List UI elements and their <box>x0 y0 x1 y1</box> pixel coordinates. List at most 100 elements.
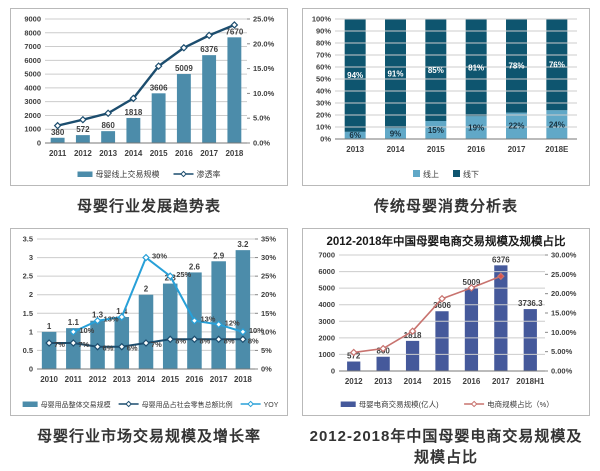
svg-text:母婴用品占社会零售总额比例: 母婴用品占社会零售总额比例 <box>142 400 233 409</box>
svg-text:3000: 3000 <box>24 97 41 106</box>
svg-text:3606: 3606 <box>433 301 451 310</box>
svg-text:2016: 2016 <box>186 375 204 384</box>
svg-text:40%: 40% <box>316 87 331 96</box>
svg-text:8%: 8% <box>224 336 235 345</box>
svg-text:1.3: 1.3 <box>92 311 104 320</box>
svg-text:2014: 2014 <box>124 149 142 158</box>
svg-text:2015: 2015 <box>150 149 168 158</box>
svg-text:1000: 1000 <box>24 125 41 134</box>
svg-text:8%: 8% <box>248 336 259 345</box>
svg-text:2012: 2012 <box>345 377 363 386</box>
svg-text:2000: 2000 <box>24 111 41 120</box>
svg-text:2.9: 2.9 <box>213 251 225 260</box>
svg-text:5%: 5% <box>261 346 272 355</box>
svg-text:1.4: 1.4 <box>116 307 128 316</box>
svg-text:70%: 70% <box>316 51 331 60</box>
svg-text:1818: 1818 <box>124 108 142 117</box>
svg-text:5.00%: 5.00% <box>551 347 573 356</box>
svg-text:2015: 2015 <box>427 145 445 154</box>
traditional-consumption-caption: 传统母婴消费分析表 <box>373 198 518 215</box>
svg-text:0.5: 0.5 <box>23 346 33 355</box>
svg-text:10%: 10% <box>249 326 264 335</box>
svg-text:30%: 30% <box>152 252 167 261</box>
svg-text:3.2: 3.2 <box>237 240 249 249</box>
svg-text:80%: 80% <box>316 39 331 48</box>
svg-text:0: 0 <box>37 139 41 148</box>
svg-text:100%: 100% <box>312 15 332 24</box>
svg-text:7%: 7% <box>54 340 65 349</box>
svg-text:6000: 6000 <box>24 56 41 65</box>
svg-text:2017: 2017 <box>210 375 228 384</box>
traditional-consumption-chart: 0% 10% 20% 30% 40% 50% 60% 70% 80% 90% 100% 6% 94% 9%… <box>302 8 590 186</box>
svg-text:0%: 0% <box>261 365 272 374</box>
svg-text:2012: 2012 <box>74 149 92 158</box>
industry-trend-chart: 0 1000 2000 3000 4000 5000 6000 7000 8000 9000 380… <box>10 8 288 186</box>
svg-text:78%: 78% <box>508 62 524 71</box>
svg-text:5.0%: 5.0% <box>253 114 270 123</box>
svg-text:8%: 8% <box>175 336 186 345</box>
svg-text:13%: 13% <box>200 315 215 324</box>
svg-text:15%: 15% <box>428 126 444 135</box>
svg-text:0%: 0% <box>320 135 331 144</box>
svg-text:15.00%: 15.00% <box>551 309 577 318</box>
svg-text:2018E: 2018E <box>545 145 569 154</box>
svg-text:1: 1 <box>29 327 33 336</box>
svg-text:15%: 15% <box>261 309 276 318</box>
svg-text:8%: 8% <box>199 336 210 345</box>
svg-text:1: 1 <box>47 322 52 331</box>
svg-text:0: 0 <box>29 365 33 374</box>
svg-text:1.1: 1.1 <box>68 318 80 327</box>
svg-text:5000: 5000 <box>24 70 41 79</box>
ecommerce-scale-caption: 2012-2018年中国母婴电商交易规模及规模占比 <box>309 428 583 466</box>
svg-text:2018: 2018 <box>234 375 252 384</box>
svg-text:3606: 3606 <box>150 83 168 92</box>
svg-text:线上: 线上 <box>423 169 439 179</box>
svg-text:母婴线上交易规模: 母婴线上交易规模 <box>96 169 160 179</box>
panel-traditional-consumption: 0% 10% 20% 30% 40% 50% 60% 70% 80% 90% 100% 6% 94% 9%… <box>302 8 590 216</box>
svg-text:20%: 20% <box>261 290 276 299</box>
svg-text:2013: 2013 <box>99 149 117 158</box>
svg-text:6%: 6% <box>103 344 114 353</box>
svg-text:2016: 2016 <box>463 377 481 386</box>
svg-text:6000: 6000 <box>318 267 335 276</box>
market-scale-growth-chart: 00.511.522.533.511.11.31.422.32.62.93.20… <box>10 228 288 416</box>
svg-text:0: 0 <box>331 367 335 376</box>
svg-text:2013: 2013 <box>346 145 364 154</box>
svg-text:5009: 5009 <box>463 278 481 287</box>
svg-text:7000: 7000 <box>24 42 41 51</box>
svg-text:2011: 2011 <box>49 149 67 158</box>
svg-text:10.0%: 10.0% <box>253 89 275 98</box>
svg-text:3736.3: 3736.3 <box>518 299 543 308</box>
svg-text:94%: 94% <box>347 71 363 80</box>
svg-text:4000: 4000 <box>318 300 335 309</box>
ecommerce-scale-chart: 0100020003000400050006000700057286018183… <box>302 228 590 416</box>
panel-ecommerce-scale: 0100020003000400050006000700057286018183… <box>302 228 590 467</box>
svg-text:2017: 2017 <box>200 149 218 158</box>
svg-text:380: 380 <box>51 128 65 137</box>
svg-text:0.00%: 0.00% <box>551 367 573 376</box>
svg-text:22%: 22% <box>508 122 524 131</box>
svg-text:线下: 线下 <box>463 169 479 179</box>
svg-text:7%: 7% <box>151 340 162 349</box>
svg-text:母婴用品整体交易规模: 母婴用品整体交易规模 <box>41 400 111 409</box>
industry-trend-caption: 母婴行业发展趋势表 <box>76 198 221 215</box>
svg-text:3: 3 <box>29 253 33 262</box>
svg-text:10%: 10% <box>316 123 331 132</box>
svg-text:7%: 7% <box>78 340 89 349</box>
svg-text:25.00%: 25.00% <box>551 270 577 279</box>
svg-text:2018: 2018 <box>225 149 243 158</box>
svg-text:母婴电商交易规模(亿人): 母婴电商交易规模(亿人) <box>359 399 439 409</box>
panel-market-scale-growth: 00.511.522.533.511.11.31.422.32.62.93.20… <box>10 228 288 467</box>
svg-text:2.6: 2.6 <box>189 262 201 271</box>
svg-text:电商规模占比（%）: 电商规模占比（%） <box>487 399 554 409</box>
svg-text:572: 572 <box>347 352 361 361</box>
svg-text:76%: 76% <box>549 60 565 69</box>
svg-text:10%: 10% <box>261 327 276 336</box>
market-scale-growth-caption: 母婴行业市场交易规模及增长率 <box>36 428 261 445</box>
svg-text:30%: 30% <box>316 99 331 108</box>
svg-text:2000: 2000 <box>318 333 335 342</box>
svg-text:2: 2 <box>144 285 149 294</box>
svg-text:1.5: 1.5 <box>23 309 33 318</box>
svg-text:YOY: YOY <box>264 402 279 409</box>
